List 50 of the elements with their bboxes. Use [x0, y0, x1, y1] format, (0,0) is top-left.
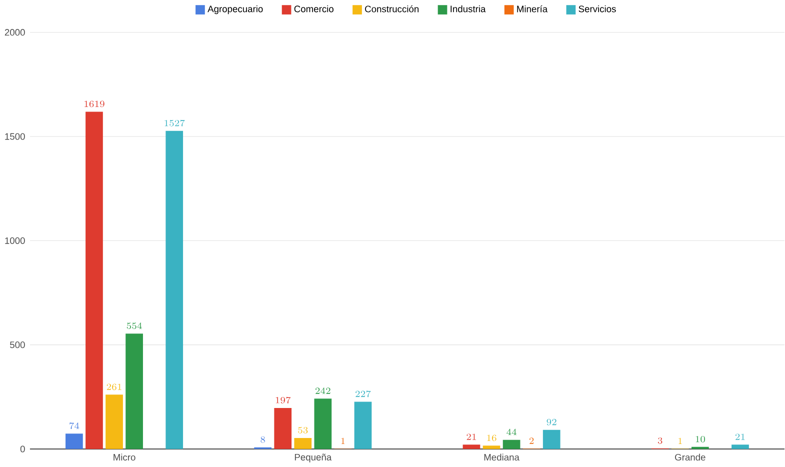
bar	[462, 444, 480, 450]
bar	[502, 440, 520, 450]
bar	[691, 446, 709, 450]
legend-label: Construcción	[365, 5, 419, 12]
data-label: 21	[736, 434, 745, 440]
data-label: 197	[276, 397, 291, 404]
x-tick-label: Grande	[675, 454, 706, 461]
data-label: 21	[466, 434, 476, 440]
data-label: 1	[341, 438, 345, 444]
y-tick-label: 500	[10, 342, 25, 348]
y-tick-label: 1000	[5, 237, 25, 244]
data-label: 3	[658, 438, 662, 444]
data-label: 227	[356, 390, 371, 398]
legend-label: Servicios	[578, 6, 616, 12]
data-label: 2	[530, 438, 534, 444]
legend-label: Comercio	[294, 6, 334, 12]
data-label: 8	[260, 436, 265, 443]
legend-label: Minería	[517, 5, 548, 12]
x-tick-label: Mediana	[484, 454, 520, 461]
data-label: 261	[106, 384, 122, 390]
data-label: 10	[696, 436, 705, 442]
bar	[274, 408, 292, 450]
bar	[482, 446, 500, 450]
data-label: 92	[546, 418, 556, 426]
x-tick-label: Pequeña	[294, 454, 332, 462]
legend-label: Industria	[450, 6, 486, 12]
data-label: 74	[70, 422, 80, 430]
bar	[542, 430, 560, 450]
bar	[86, 112, 103, 450]
bar	[126, 334, 143, 450]
data-label: 1527	[164, 120, 185, 126]
bar	[66, 434, 83, 450]
data-label: 53	[298, 427, 308, 434]
x-tick-label: Micro	[114, 454, 136, 461]
legend-label: Agropecuario	[208, 6, 263, 14]
y-tick-label: 2000	[4, 29, 25, 36]
bar	[106, 394, 123, 450]
bar	[294, 438, 312, 450]
y-tick-label: 0	[20, 446, 25, 452]
data-label: 16	[487, 434, 496, 442]
data-label: 1	[678, 438, 682, 444]
bar	[166, 130, 184, 450]
bar	[314, 398, 332, 450]
bar	[354, 402, 372, 450]
data-label: 242	[316, 388, 330, 394]
y-tick-label: 1500	[5, 133, 25, 140]
data-label: 1619	[84, 100, 104, 108]
data-label: 554	[126, 322, 142, 330]
bar	[732, 444, 749, 450]
data-label: 44	[506, 428, 516, 436]
